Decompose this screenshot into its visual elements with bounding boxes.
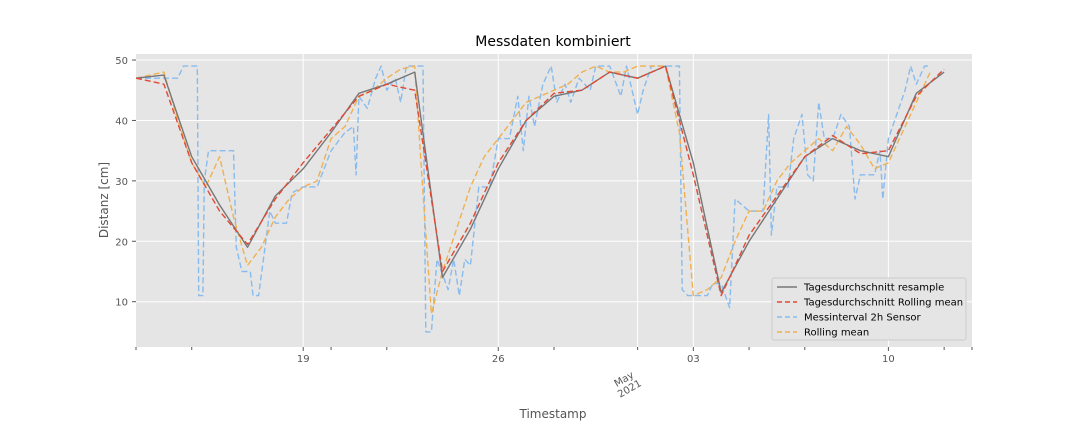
series-line-2 [135, 65, 945, 297]
series-line-4 [135, 65, 931, 315]
series-layer [135, 65, 945, 333]
series-line-3 [136, 65, 931, 333]
y-tick-label: 30 [115, 177, 128, 188]
legend-label: Rolling mean [804, 328, 869, 339]
chart-title: Messdaten kombiniert [475, 34, 631, 50]
legend-label: Messinterval 2h Sensor [804, 313, 922, 324]
x-axis-label: Timestamp [519, 407, 587, 421]
y-tick-label: 50 [115, 56, 128, 67]
legend: Tagesdurchschnitt resample Tagesdurchschn… [771, 277, 967, 341]
y-tick-label: 20 [115, 237, 128, 248]
grid [136, 54, 972, 347]
y-tick-label: 40 [115, 116, 128, 127]
legend-label: Tagesdurchschnitt Rolling mean [803, 298, 963, 309]
legend-label: Tagesdurchschnitt resample [803, 283, 944, 294]
y-axis-label: Distanz [cm] [97, 162, 111, 238]
x-tick-label: 03 [687, 354, 700, 365]
x-tick-label: 26 [492, 354, 505, 365]
x-tick-label: 10 [882, 354, 895, 365]
legend-box [771, 277, 967, 341]
x-tick-label: 19 [297, 354, 310, 365]
y-tick-label: 10 [115, 298, 128, 309]
series-line-1 [135, 65, 945, 294]
